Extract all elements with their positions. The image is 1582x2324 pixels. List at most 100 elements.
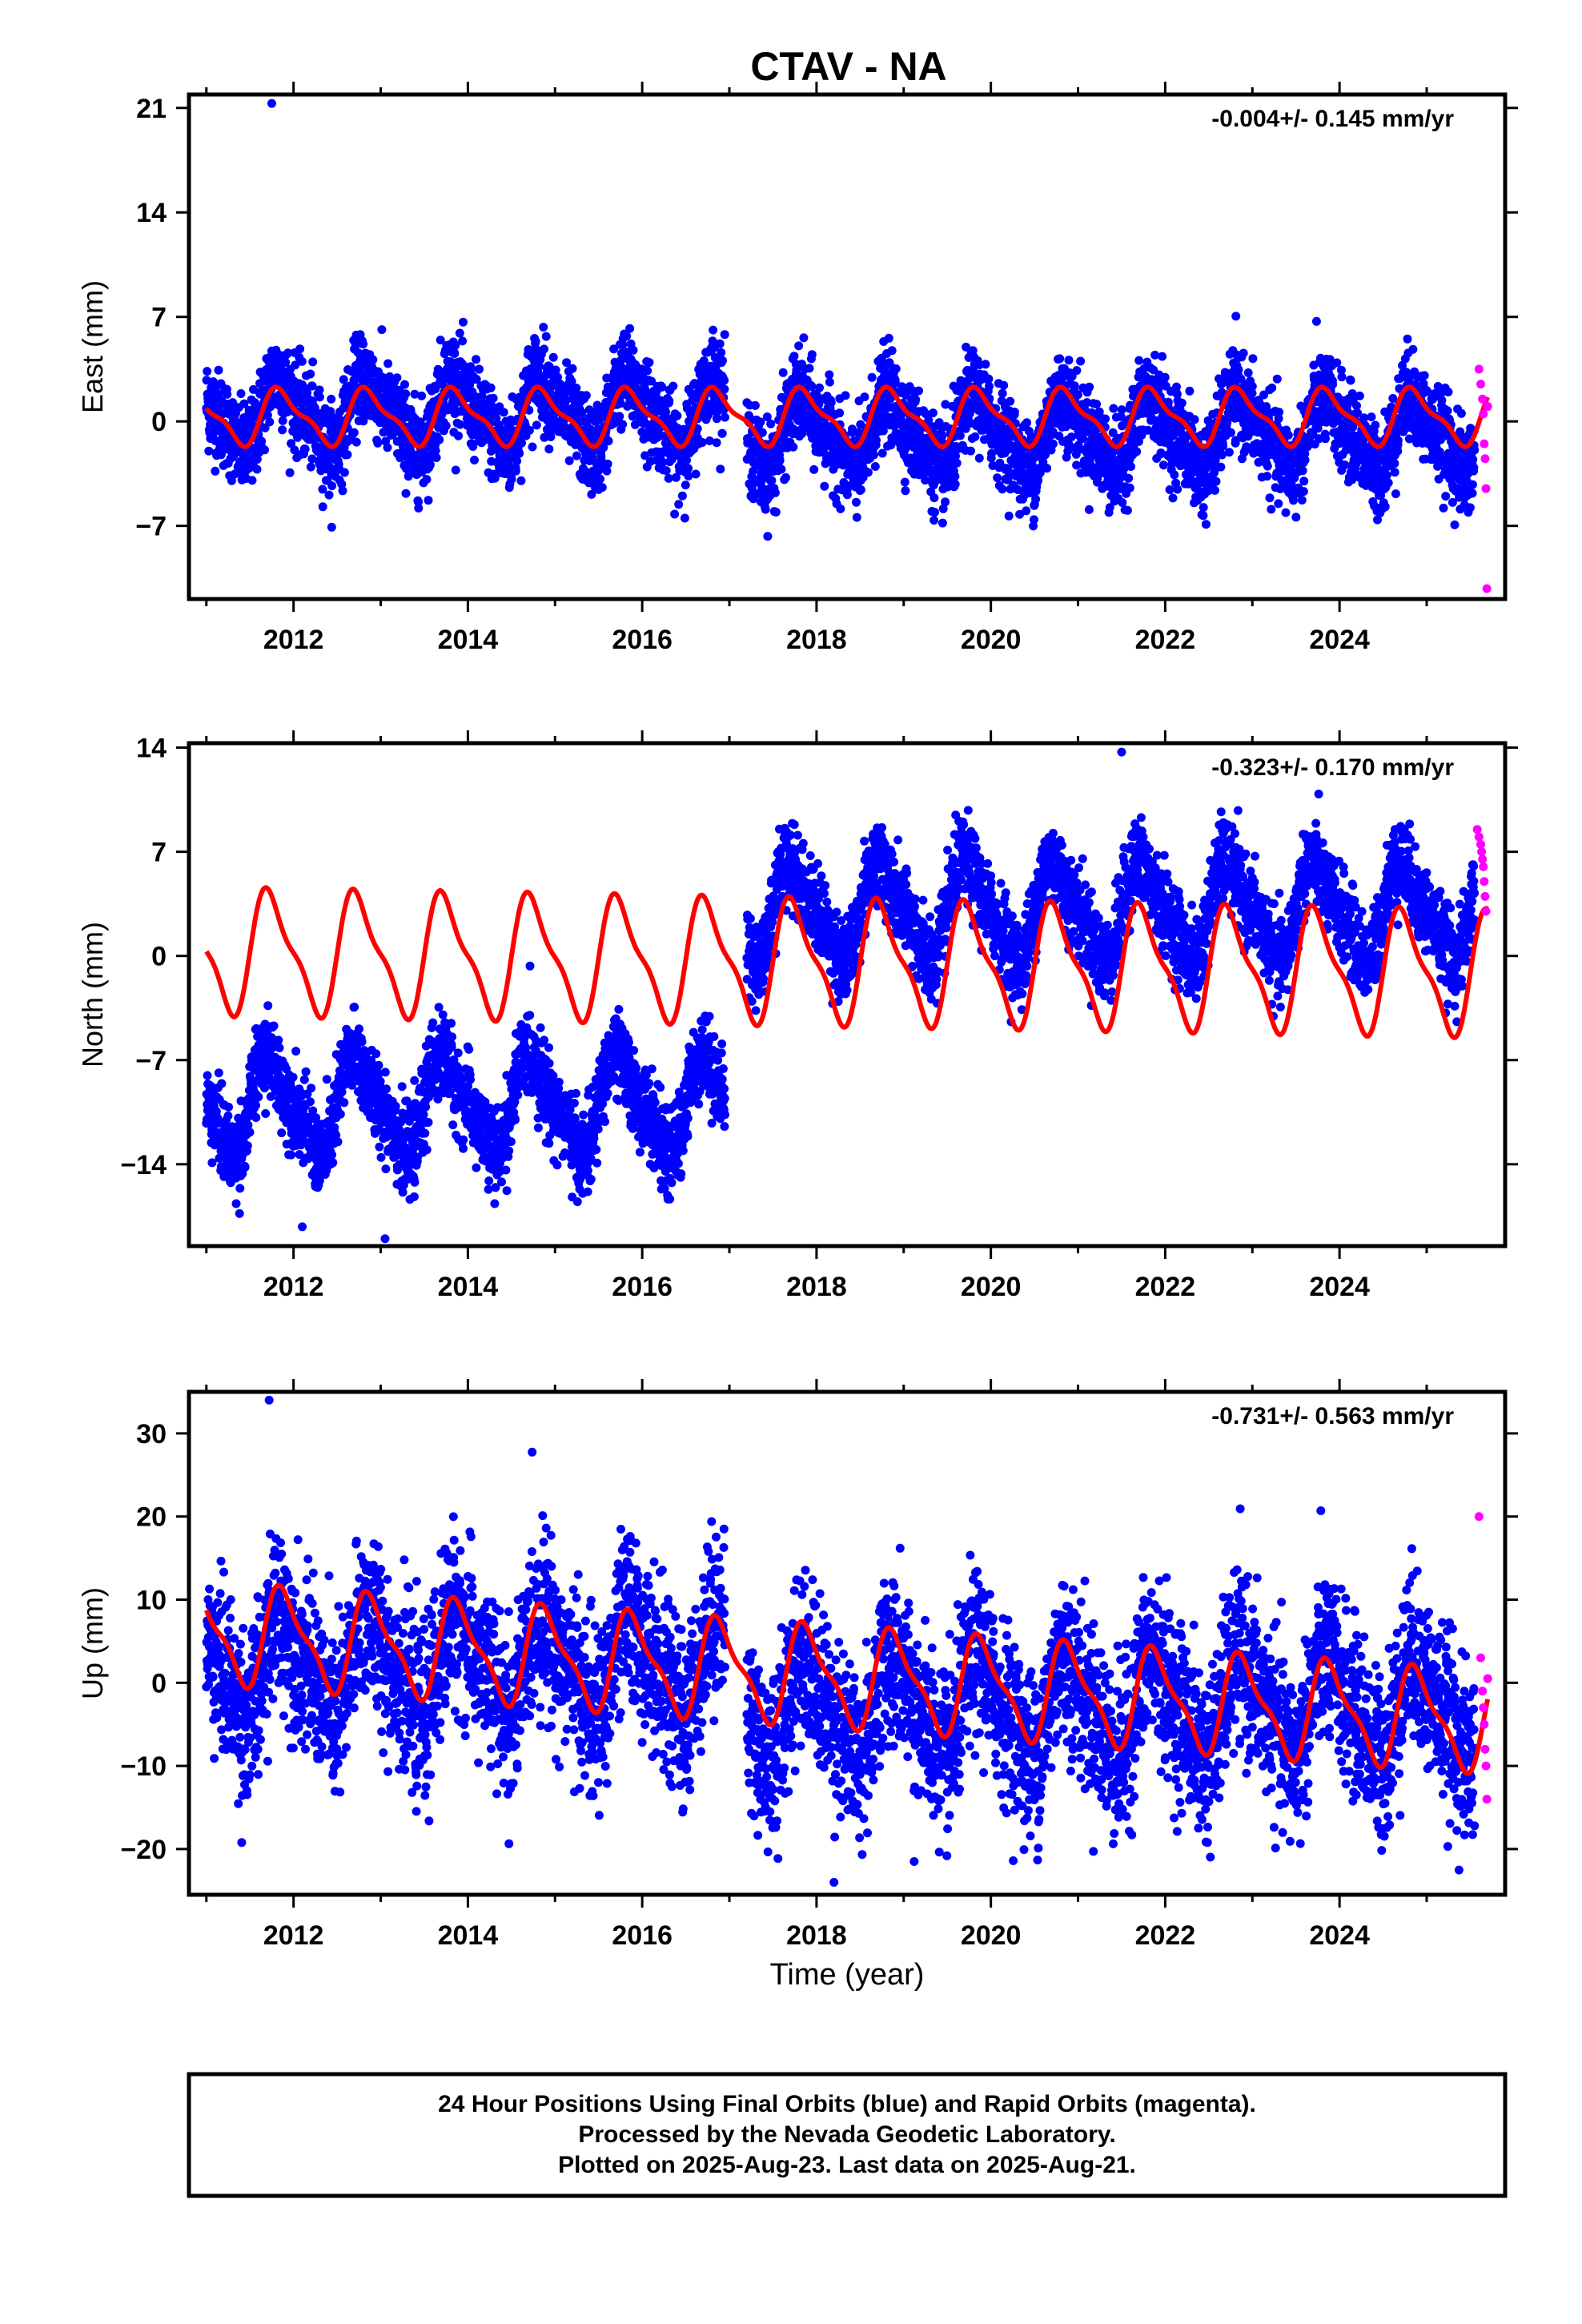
- final-orbit-point: [1211, 485, 1219, 495]
- final-orbit-point: [794, 341, 804, 351]
- final-orbit-point: [281, 358, 291, 367]
- final-orbit-point: [516, 476, 526, 485]
- final-orbit-point: [999, 380, 1009, 390]
- final-orbit-point: [1177, 398, 1186, 408]
- final-orbit-point: [507, 474, 516, 484]
- final-orbit-point: [327, 522, 336, 532]
- final-orbit-point: [1076, 356, 1086, 366]
- final-orbit-point: [775, 456, 785, 465]
- final-orbit-point: [681, 480, 690, 490]
- final-orbit-point: [1297, 496, 1307, 505]
- final-orbit-point: [486, 383, 496, 392]
- final-orbit-point: [789, 352, 799, 361]
- final-orbit-point: [1199, 503, 1208, 513]
- final-orbit-point: [712, 438, 721, 448]
- final-orbit-point: [1231, 312, 1241, 321]
- final-orbit-point: [684, 464, 693, 473]
- final-orbit-point: [1078, 434, 1088, 444]
- final-orbit-point: [1048, 439, 1058, 448]
- final-orbit-point: [546, 432, 556, 441]
- final-orbit-point: [1299, 476, 1309, 486]
- final-orbit-point: [1022, 506, 1031, 516]
- final-orbit-point: [528, 442, 537, 452]
- final-orbit-point: [318, 502, 327, 512]
- final-orbit-point: [451, 465, 460, 475]
- final-orbit-point: [1300, 456, 1310, 464]
- final-orbit-point: [1109, 404, 1118, 413]
- final-orbit-point: [766, 419, 776, 428]
- final-orbit-point: [1248, 354, 1258, 364]
- final-orbit-point: [673, 411, 682, 420]
- final-orbit-point: [820, 481, 829, 491]
- final-orbit-point: [644, 358, 654, 368]
- final-orbit-point: [717, 348, 726, 357]
- final-orbit-point: [450, 349, 460, 358]
- final-orbit-point: [441, 421, 451, 431]
- final-orbit-point: [950, 480, 960, 489]
- final-orbit-point: [204, 446, 214, 456]
- final-orbit-point: [308, 357, 318, 367]
- final-orbit-point: [930, 508, 939, 517]
- final-orbit-point: [260, 423, 270, 432]
- final-orbit-point: [236, 389, 246, 398]
- final-orbit-point: [459, 317, 468, 327]
- final-orbit-point: [807, 350, 817, 360]
- final-orbit-point: [368, 355, 378, 364]
- final-orbit-point: [223, 389, 232, 399]
- final-orbit-point: [377, 325, 387, 335]
- final-orbit-point: [275, 351, 284, 360]
- final-orbit-point: [877, 448, 887, 458]
- final-orbit-point: [684, 471, 693, 480]
- final-orbit-point: [401, 389, 411, 399]
- final-orbit-point: [887, 346, 897, 356]
- final-orbit-point: [721, 412, 729, 422]
- final-orbit-point: [1216, 462, 1226, 472]
- final-orbit-point: [1272, 374, 1282, 384]
- final-orbit-point: [1022, 418, 1032, 428]
- final-orbit-point: [1346, 376, 1355, 385]
- final-orbit-point: [417, 391, 427, 400]
- final-orbit-point: [643, 366, 652, 376]
- final-orbit-point: [488, 393, 498, 403]
- final-orbit-point: [293, 432, 303, 442]
- final-orbit-point: [1126, 462, 1135, 471]
- final-orbit-point: [761, 505, 770, 514]
- final-orbit-point: [622, 332, 632, 341]
- final-orbit-point: [911, 395, 921, 404]
- final-orbit-point: [884, 333, 893, 343]
- final-orbit-point: [998, 388, 1007, 398]
- chart-title: CTAV - NA: [750, 44, 946, 89]
- final-orbit-point: [1092, 400, 1102, 409]
- final-orbit-point: [1085, 382, 1094, 392]
- final-orbit-point: [327, 394, 336, 404]
- final-orbit-point: [291, 360, 300, 370]
- final-orbit-point: [1158, 460, 1168, 470]
- final-orbit-point: [1031, 494, 1041, 504]
- final-orbit-point: [691, 469, 701, 479]
- final-orbit-point: [901, 486, 910, 496]
- final-orbit-point: [720, 330, 729, 340]
- final-orbit-point: [1267, 505, 1276, 514]
- final-orbit-point: [618, 420, 628, 429]
- final-orbit-point: [1224, 448, 1234, 457]
- final-orbit-point: [867, 372, 877, 382]
- final-orbit-point: [852, 497, 861, 507]
- final-orbit-point: [763, 532, 773, 541]
- final-orbit-point: [938, 518, 947, 528]
- final-orbit-point: [789, 442, 798, 452]
- final-orbit-point: [777, 464, 786, 474]
- final-orbit-point: [339, 375, 348, 384]
- final-orbit-point: [524, 425, 534, 435]
- final-orbit-point: [941, 497, 950, 507]
- final-orbit-point: [1125, 483, 1134, 493]
- east-plot-area: [202, 99, 1492, 593]
- final-orbit-point: [974, 453, 984, 463]
- final-orbit-point: [326, 407, 335, 416]
- final-orbit-point: [1234, 365, 1243, 374]
- final-orbit-point: [1371, 420, 1380, 430]
- final-orbit-point: [1070, 381, 1079, 391]
- final-orbit-point: [349, 428, 359, 437]
- final-orbit-point: [475, 364, 484, 374]
- final-orbit-point: [1390, 468, 1399, 477]
